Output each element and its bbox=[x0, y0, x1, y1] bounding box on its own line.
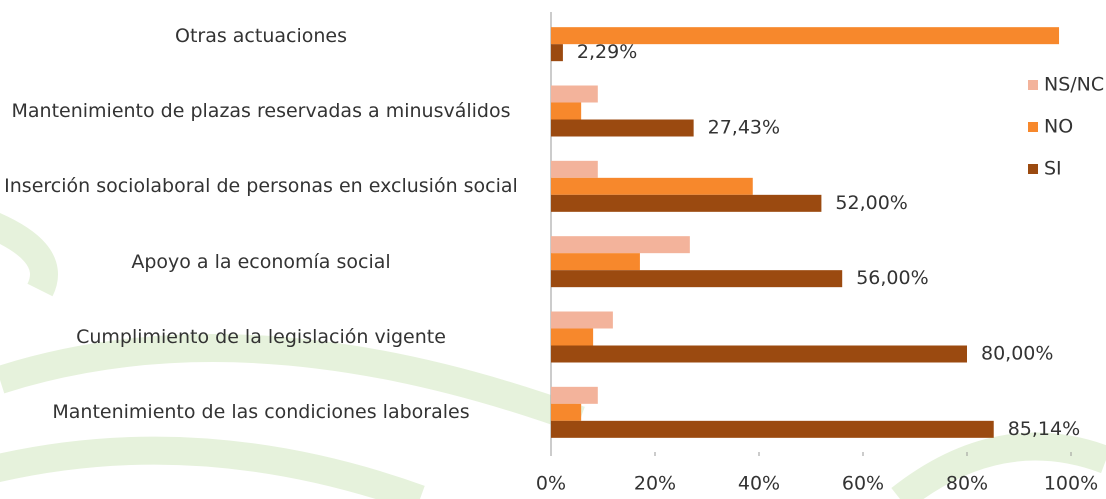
legend-swatch bbox=[1028, 164, 1038, 174]
bar bbox=[551, 270, 843, 288]
bar bbox=[551, 194, 822, 212]
bar bbox=[551, 253, 640, 271]
data-label: 85,14% bbox=[1008, 418, 1080, 440]
x-tick-label: 60% bbox=[842, 473, 884, 495]
legend-label: NS/NC bbox=[1044, 74, 1104, 96]
x-tick-label: 80% bbox=[946, 473, 988, 495]
legend-swatch bbox=[1028, 80, 1038, 90]
bar bbox=[551, 403, 582, 421]
x-tick-label: 20% bbox=[634, 473, 676, 495]
data-label: 2,29% bbox=[577, 41, 637, 63]
bar bbox=[551, 420, 994, 438]
x-tick-label: 100% bbox=[1044, 473, 1098, 495]
swoosh bbox=[0, 436, 425, 499]
bar bbox=[551, 160, 598, 178]
bar bbox=[551, 328, 594, 346]
data-label: 56,00% bbox=[856, 267, 928, 289]
data-label: 52,00% bbox=[835, 192, 907, 214]
bar bbox=[551, 102, 582, 120]
bar bbox=[551, 236, 690, 254]
category-label: Otras actuaciones bbox=[174, 24, 347, 47]
swoosh bbox=[0, 213, 58, 297]
category-label: Mantenimiento de las condiciones laboral… bbox=[52, 401, 470, 424]
bar bbox=[551, 119, 694, 137]
legend-label: SI bbox=[1044, 158, 1062, 180]
bar bbox=[551, 85, 598, 103]
background-decoration bbox=[0, 213, 1106, 499]
bar bbox=[551, 311, 613, 329]
bar bbox=[551, 345, 967, 363]
bar bbox=[551, 177, 753, 195]
x-tick-label: 0% bbox=[536, 473, 566, 495]
swoosh bbox=[891, 432, 1106, 499]
data-label: 27,43% bbox=[708, 117, 780, 139]
swoosh bbox=[0, 334, 585, 434]
category-label: Mantenimiento de plazas reservadas a min… bbox=[11, 100, 511, 122]
data-label: 80,00% bbox=[981, 343, 1053, 365]
legend-label: NO bbox=[1044, 116, 1073, 138]
category-label: Inserción sociolaboral de personas en ex… bbox=[4, 175, 518, 198]
category-label: Cumplimiento de la legislación vigente bbox=[76, 326, 446, 348]
bar bbox=[551, 386, 598, 404]
legend-swatch bbox=[1028, 122, 1038, 132]
bar bbox=[551, 27, 1060, 45]
bar bbox=[551, 44, 563, 62]
x-tick-label: 40% bbox=[738, 473, 780, 495]
category-label: Apoyo a la economía social bbox=[131, 250, 391, 273]
